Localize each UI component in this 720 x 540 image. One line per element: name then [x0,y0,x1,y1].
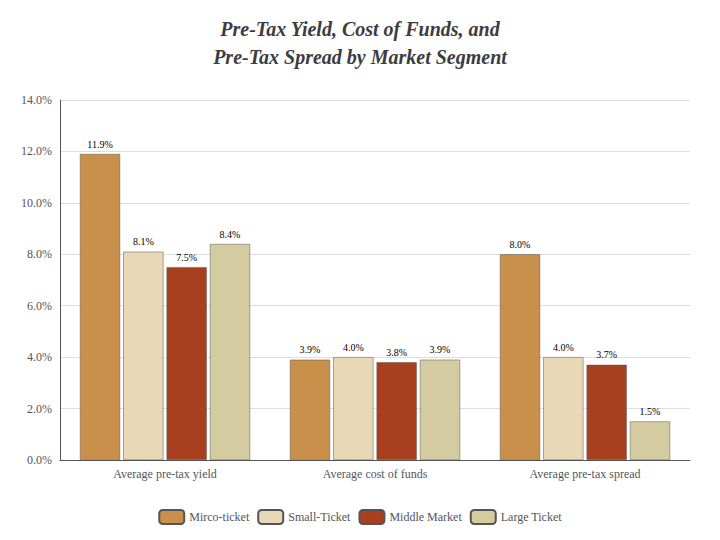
svg-text:14.0%: 14.0% [21,93,52,107]
svg-text:Average pre-tax yield: Average pre-tax yield [113,467,217,481]
svg-text:7.5%: 7.5% [176,252,197,263]
svg-text:3.9%: 3.9% [430,344,451,355]
svg-text:0.0%: 0.0% [27,453,52,467]
svg-text:Average cost of funds: Average cost of funds [323,467,428,481]
svg-text:12.0%: 12.0% [21,144,52,158]
svg-text:10.0%: 10.0% [21,196,52,210]
svg-text:4.0%: 4.0% [343,342,364,353]
svg-text:3.9%: 3.9% [300,344,321,355]
svg-text:4.0%: 4.0% [27,350,52,364]
svg-text:Average pre-tax spread: Average pre-tax spread [529,467,640,481]
svg-text:8.4%: 8.4% [220,229,241,240]
svg-text:Mirco-ticket: Mirco-ticket [189,510,250,524]
svg-text:Large Ticket: Large Ticket [501,510,562,524]
svg-text:Pre-Tax Yield, Cost of Funds,: Pre-Tax Yield, Cost of Funds, and [219,18,500,41]
svg-text:Pre-Tax Spread by Market Segme: Pre-Tax Spread by Market Segment [212,46,508,69]
svg-text:4.0%: 4.0% [553,342,574,353]
svg-text:3.8%: 3.8% [386,347,407,358]
svg-text:8.1%: 8.1% [133,236,154,247]
svg-text:Middle Market: Middle Market [389,510,462,524]
svg-text:11.9%: 11.9% [87,139,112,150]
svg-text:2.0%: 2.0% [27,402,52,416]
svg-text:Small-Ticket: Small-Ticket [288,510,351,524]
svg-text:1.5%: 1.5% [640,406,661,417]
svg-text:8.0%: 8.0% [510,239,531,250]
svg-text:3.7%: 3.7% [596,349,617,360]
svg-text:8.0%: 8.0% [27,247,52,261]
svg-text:6.0%: 6.0% [27,299,52,313]
